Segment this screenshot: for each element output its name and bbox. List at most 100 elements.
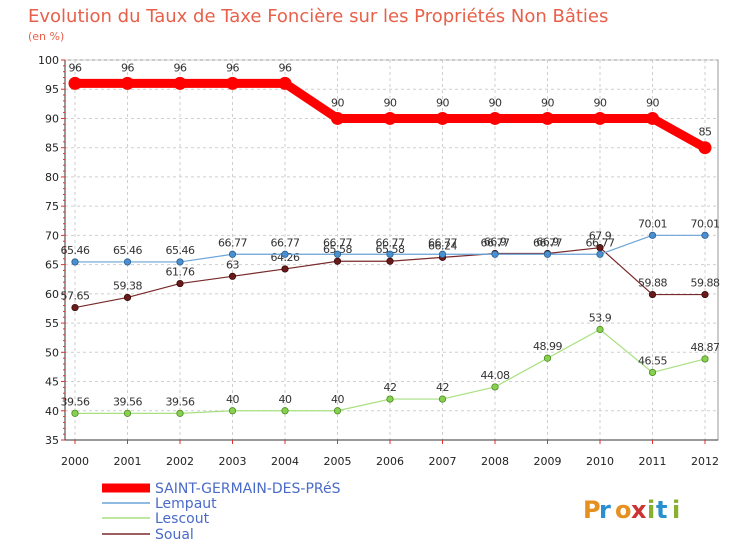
data-label: 48.87 bbox=[691, 341, 720, 354]
data-label: 39.56 bbox=[166, 395, 195, 408]
data-point bbox=[281, 250, 289, 258]
data-label: 63 bbox=[226, 258, 239, 271]
x-axis: 2000 2001 2002 2003 2004 2005 2006 2007 2008 2009… bbox=[61, 439, 719, 468]
data-point bbox=[596, 250, 604, 258]
y-tick-label: 40 bbox=[45, 405, 59, 418]
data-label: 39.56 bbox=[113, 395, 142, 408]
data-label: 61.76 bbox=[166, 266, 195, 279]
data-label: 66.9 bbox=[536, 236, 559, 249]
data-point bbox=[333, 407, 342, 415]
data-point bbox=[123, 409, 132, 417]
data-label: 42 bbox=[436, 381, 449, 394]
y-tick-label: 45 bbox=[45, 376, 59, 389]
data-label: 90 bbox=[436, 96, 449, 109]
x-tick-label: 2007 bbox=[429, 455, 457, 468]
data-label: 96 bbox=[279, 61, 292, 74]
data-point bbox=[701, 231, 709, 239]
series-layer: 39.56 39.56 39.56 40 40 40 42 42 44.08 48.99 53.9 4… bbox=[61, 61, 720, 417]
series-saint-germain-des-pr-s: 96 96 96 96 96 90 90 90 90 90 90 90 85 bbox=[68, 61, 712, 155]
data-point bbox=[648, 290, 657, 299]
data-label: 65.58 bbox=[376, 243, 405, 256]
x-tick-label: 2000 bbox=[61, 455, 89, 468]
y-tick-label: 70 bbox=[45, 229, 59, 242]
proxiti-logo: Pr o x i t i bbox=[583, 496, 680, 524]
data-label: 65.58 bbox=[323, 243, 352, 256]
data-label: 59.88 bbox=[691, 277, 720, 290]
logo-letter: i bbox=[647, 496, 655, 524]
legend: SAINT-GERMAIN-DES-PRéSLempautLescoutSoua… bbox=[102, 481, 341, 543]
logo-letter: o bbox=[615, 496, 632, 524]
x-tick-label: 2008 bbox=[481, 455, 509, 468]
data-point bbox=[491, 250, 499, 258]
data-point bbox=[71, 258, 79, 266]
data-label: 59.38 bbox=[113, 279, 142, 292]
data-label: 70.01 bbox=[691, 217, 720, 230]
y-axis: 35 40 45 50 55 60 65 70 75 80 85 90 95 100 bbox=[38, 54, 66, 447]
data-label: 66.77 bbox=[533, 236, 562, 249]
y-tick-label: 50 bbox=[45, 346, 59, 359]
data-label: 48.99 bbox=[533, 340, 562, 353]
data-label: 39.56 bbox=[61, 395, 90, 408]
data-point bbox=[386, 250, 394, 258]
data-point bbox=[491, 383, 499, 391]
data-label: 66.77 bbox=[376, 236, 405, 249]
data-label: 85 bbox=[699, 126, 712, 139]
y-tick-label: 100 bbox=[38, 54, 59, 67]
data-point bbox=[488, 111, 502, 125]
data-label: 96 bbox=[174, 61, 187, 74]
data-label: 46.55 bbox=[638, 354, 667, 367]
y-tick-label: 85 bbox=[45, 142, 59, 155]
data-label: 90 bbox=[541, 96, 554, 109]
data-label: 67.9 bbox=[589, 230, 612, 243]
data-label: 44.08 bbox=[481, 369, 510, 382]
y-tick-label: 90 bbox=[45, 112, 59, 125]
y-tick-label: 60 bbox=[45, 288, 59, 301]
x-tick-label: 2012 bbox=[691, 455, 719, 468]
data-point bbox=[438, 395, 447, 403]
data-label: 90 bbox=[489, 96, 502, 109]
data-point bbox=[71, 303, 79, 312]
data-label: 66.77 bbox=[586, 236, 615, 249]
y-tick-label: 65 bbox=[45, 259, 59, 272]
data-label: 66.9 bbox=[484, 236, 507, 249]
data-point bbox=[228, 272, 237, 280]
data-label: 66.24 bbox=[428, 239, 457, 252]
data-point bbox=[698, 141, 712, 155]
data-label: 70.01 bbox=[638, 217, 667, 230]
data-label: 90 bbox=[594, 96, 607, 109]
data-point bbox=[331, 111, 344, 125]
data-point bbox=[226, 76, 239, 90]
chart-subtitle: (en %) bbox=[28, 30, 64, 43]
x-tick-label: 2004 bbox=[271, 455, 299, 468]
x-tick-label: 2002 bbox=[166, 455, 194, 468]
logo-letter: x bbox=[631, 496, 647, 524]
series-lescout: 39.56 39.56 39.56 40 40 40 42 42 44.08 48.99 53.9 4… bbox=[61, 312, 720, 417]
legend-label: SAINT-GERMAIN-DES-PRéS bbox=[155, 481, 341, 497]
data-point bbox=[121, 76, 134, 90]
data-point bbox=[386, 257, 394, 265]
data-point bbox=[228, 250, 237, 258]
data-label: 65.46 bbox=[61, 244, 90, 257]
data-point bbox=[333, 257, 342, 265]
legend-label: Lempaut bbox=[155, 496, 217, 512]
data-label: 66.77 bbox=[323, 236, 352, 249]
data-point bbox=[333, 250, 342, 258]
data-label: 90 bbox=[331, 96, 344, 109]
y-tick-label: 35 bbox=[45, 434, 59, 447]
data-point bbox=[68, 76, 82, 90]
data-point bbox=[541, 111, 554, 125]
data-label: 66.77 bbox=[428, 236, 457, 249]
data-label: 59.88 bbox=[638, 277, 667, 290]
data-label: 65.46 bbox=[166, 244, 195, 257]
data-point bbox=[436, 111, 449, 125]
data-label: 57.65 bbox=[61, 290, 90, 303]
data-point bbox=[281, 265, 289, 273]
data-point bbox=[176, 258, 184, 266]
data-point bbox=[383, 111, 397, 125]
data-label: 65.46 bbox=[113, 244, 142, 257]
x-tick-label: 2006 bbox=[376, 455, 404, 468]
data-point bbox=[123, 293, 132, 302]
data-point bbox=[701, 290, 709, 299]
data-point bbox=[123, 258, 132, 266]
